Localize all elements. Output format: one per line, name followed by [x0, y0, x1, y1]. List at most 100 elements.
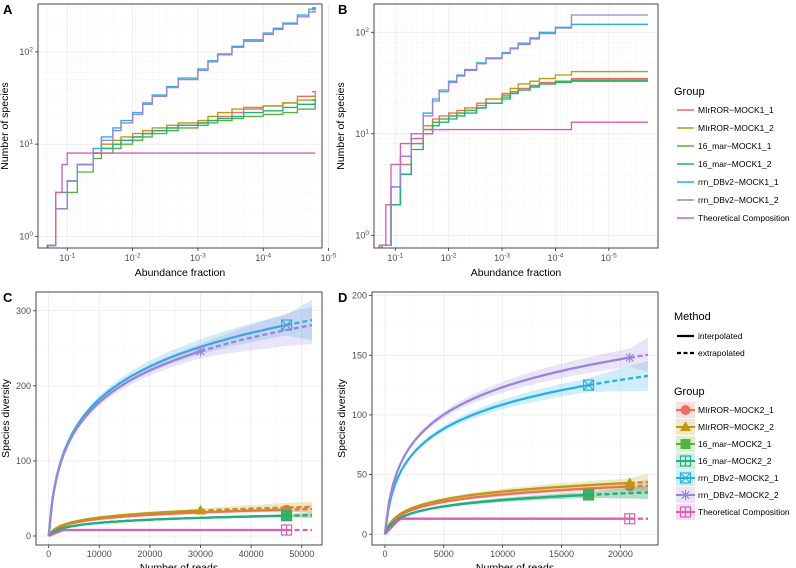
x-tick-label: 10-1	[59, 253, 75, 264]
series-group	[46, 7, 316, 248]
x-tick-label: 30000	[188, 549, 213, 559]
x-axis-label: Abundance fraction	[471, 267, 562, 279]
interpolated-line-rrn-dbv2-mock2-2	[47, 350, 201, 537]
panel-d: 0 5000 10000 15000 20000 0 50 100 150 200 Number o…	[336, 291, 659, 568]
legend-marker	[679, 506, 692, 518]
observed-point-rrn-dbv2-mock2-2	[624, 352, 635, 363]
x-tick-label: 0	[46, 549, 51, 559]
series-line-theoretical-composition	[378, 121, 648, 248]
interpolated-line-16-mar-mock2-2	[47, 514, 287, 537]
x-tick-label: 10000	[87, 549, 112, 559]
y-axis-label: Species diversity	[0, 378, 12, 458]
y-axis-label: Number of species	[335, 82, 347, 170]
y-tick-label: 102	[355, 27, 369, 38]
panel-a: 10-1 10-2 10-3 10-4 10-5 100 101 102 Abundance f…	[0, 3, 337, 279]
legend-item-rrn-dbv2-mock2-2: rrn_DBv2−MOCK2_2	[698, 490, 779, 500]
legend-item-16-mar-mock1-1: 16_mar−MOCK1_1	[698, 141, 772, 151]
panel-label-b: B	[338, 2, 347, 17]
interpolated-line-rrn-dbv2-mock2-2	[383, 356, 630, 535]
interpolated-line-mirror-mock2-2	[383, 481, 630, 535]
series-line-rrn-dbv2-mock1-2	[46, 10, 316, 248]
plot-frame	[37, 3, 323, 249]
series-line-mirror-mock1-2	[46, 95, 316, 248]
legend-marker	[680, 490, 691, 500]
y-tick-label: 150	[352, 350, 367, 360]
legend-item-theoretical-composition: Theoretical Composition	[698, 213, 790, 223]
extrapolated-line-rrn-dbv2-mock2-2	[200, 323, 313, 353]
confidence-band-mirror-mock2-1	[384, 479, 648, 535]
interpolated-line-rrn-dbv2-mock2-1	[47, 323, 287, 537]
series-line-16-mar-mock1-1	[46, 103, 316, 248]
y-tick-label: 101	[19, 139, 33, 150]
y-axis-label: Species diversity	[336, 378, 348, 458]
panel-b: 10-1 10-2 10-3 10-4 10-5 100 101 102 Abundance f…	[335, 3, 659, 279]
x-tick-label: 10-2	[441, 253, 457, 264]
plot-frame	[35, 291, 323, 546]
series-group	[383, 337, 649, 536]
confidence-band-16-mar-mock2-1	[384, 486, 648, 535]
x-tick-label: 10-1	[387, 253, 403, 264]
y-tick-label: 0	[362, 529, 367, 539]
observed-point-mirror-mock2-2	[624, 477, 636, 487]
series-line-16-mar-mock2-2	[380, 80, 648, 248]
legend-method-title: Method	[674, 311, 711, 323]
x-tick-label: 5000	[434, 549, 454, 559]
y-tick-label: 100	[16, 456, 31, 466]
confidence-band-rrn-dbv2-mock2-2	[384, 337, 648, 535]
y-axis-label: Number of species	[0, 82, 11, 170]
legend-marker	[680, 421, 691, 431]
series-line-rrn-dbv2-mock2-1	[380, 23, 648, 248]
legend-marker	[679, 455, 692, 467]
x-tick-label: 10-5	[601, 253, 617, 264]
x-tick-label: 10-4	[255, 253, 271, 264]
legend-item-mirror-mock1-2: MIrROR−MOCK1_2	[698, 123, 774, 133]
legend-item-16-mar-mock2-2: 16_mar−MOCK2_2	[698, 456, 772, 466]
x-tick-label: 10-3	[494, 253, 510, 264]
observed-point-mirror-mock2-2	[195, 504, 207, 515]
y-tick-label: 200	[16, 381, 31, 391]
extrapolated-line-mirror-mock2-2	[200, 505, 313, 512]
series-line-rrn-dbv2-mock2-2	[380, 14, 648, 248]
x-axis-label: Number of reads	[140, 562, 218, 568]
series-group	[47, 299, 313, 538]
legend-group-bottom: Group MIrROR−MOCK2_1 MIrROR−MOCK2_2 16_mar…	[674, 386, 790, 520]
legend-item-rrn-dbv2-mock1-1: rrn_DBv2−MOCK1_1	[698, 177, 779, 187]
y-tick-label: 100	[19, 231, 33, 242]
panel-label-d: D	[338, 290, 347, 305]
confidence-band-mirror-mock2-2	[48, 501, 312, 536]
confidence-band-mirror-mock2-2	[384, 473, 648, 535]
legend-marker	[679, 472, 692, 484]
observed-point-16-mar-mock2-2	[280, 510, 293, 522]
x-tick-label: 10-5	[321, 253, 337, 264]
legend-item-16-mar-mock2-1: 16_mar−MOCK2_1	[698, 439, 772, 449]
panel-label-a: A	[3, 2, 13, 17]
y-tick-label: 200	[352, 291, 367, 301]
legend-title: Group	[674, 86, 705, 98]
interpolated-line-rrn-dbv2-mock2-1	[383, 383, 589, 535]
x-tick-label: 20000	[137, 549, 162, 559]
legend-group-top: Group MIrROR−MOCK1_1 MIrROR−MOCK1_2 16_mar…	[674, 86, 790, 223]
confidence-band-rrn-dbv2-mock2-2	[48, 306, 312, 536]
legend-title: Group	[674, 386, 705, 398]
legend-item-mirror-mock2-2: MIrROR−MOCK2_2	[698, 422, 774, 432]
interpolated-line-mirror-mock2-2	[47, 509, 201, 537]
series-line-16-mar-mock2-1	[380, 79, 648, 248]
y-tick-label: 100	[355, 230, 369, 241]
legend-item-mirror-mock2-1: MIrROR−MOCK2_1	[698, 405, 774, 415]
legend-marker	[680, 405, 691, 415]
x-axis-label: Number of reads	[476, 562, 554, 568]
confidence-band-16-mar-mock2-2	[384, 486, 648, 535]
interpolated-line-mirror-mock2-1	[47, 508, 287, 537]
plot-frame	[373, 3, 659, 249]
interpolated-line-16-mar-mock2-2	[383, 493, 589, 535]
series-line-mirror-mock2-1	[380, 77, 648, 248]
x-axis-label: Abundance fraction	[135, 267, 226, 279]
y-tick-label: 50	[357, 470, 367, 480]
legend-item-interpolated: interpolated	[698, 331, 743, 341]
x-tick-label: 50000	[289, 549, 314, 559]
observed-point-theoretical-composition	[280, 524, 293, 536]
legend-item-rrn-dbv2-mock2-1: rrn_DBv2−MOCK2_1	[698, 473, 779, 483]
confidence-band-rrn-dbv2-mock2-1	[384, 360, 648, 535]
legend-item-mirror-mock1-1: MIrROR−MOCK1_1	[698, 105, 774, 115]
